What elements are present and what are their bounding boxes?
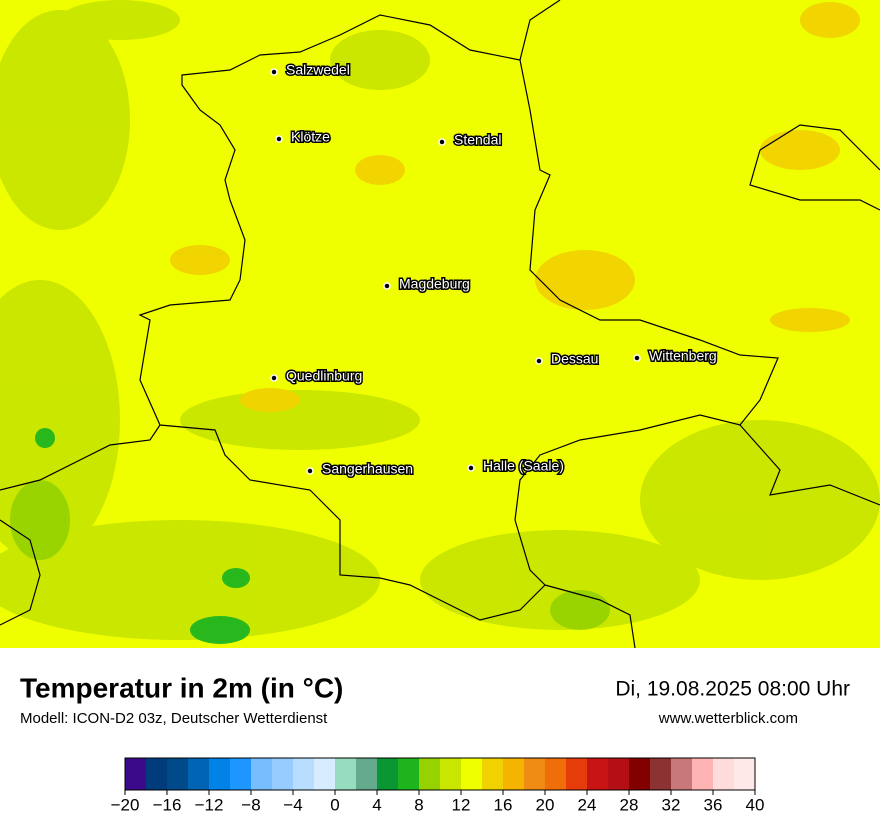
city-label: Stendal (454, 132, 501, 148)
colorbar-tick-label: 40 (746, 795, 765, 814)
title: Temperatur in 2m (in °C) (20, 672, 343, 703)
colorbar-segment (734, 758, 756, 790)
colorbar-segment (671, 758, 693, 790)
city-dot (270, 68, 278, 76)
colorbar-segment (251, 758, 273, 790)
colorbar-segment (545, 758, 567, 790)
city-dot (275, 135, 283, 143)
colorbar-segment (125, 758, 147, 790)
city-dot (633, 354, 641, 362)
colorbar-segment (167, 758, 189, 790)
colorbar-segment (503, 758, 525, 790)
date: Di, 19.08.2025 08:00 Uhr (615, 678, 850, 701)
colorbar-segment (272, 758, 294, 790)
city-dot (270, 374, 278, 382)
colorbar-tick-label: 36 (704, 795, 723, 814)
colorbar-segment (692, 758, 714, 790)
colorbar-tick-label: 0 (330, 795, 339, 814)
city-dot (438, 138, 446, 146)
colorbar-segment (293, 758, 315, 790)
colorbar-segment (650, 758, 672, 790)
colorbar-segment (335, 758, 357, 790)
city-label: Salzwedel (286, 62, 350, 78)
colorbar-tick-label: 4 (372, 795, 381, 814)
colorbar-tick-label: 16 (494, 795, 513, 814)
colorbar-frame (124, 757, 756, 791)
colorbar-segment (566, 758, 588, 790)
colorbar-segment (629, 758, 651, 790)
colorbar-segment (482, 758, 504, 790)
city-label: Klötze (291, 129, 330, 145)
city-label: Sangerhausen (322, 461, 413, 477)
colorbar-segment (419, 758, 441, 790)
borders (0, 0, 880, 649)
colorbar-segment (230, 758, 252, 790)
website: www.wetterblick.com (658, 710, 798, 727)
city-dot (535, 357, 543, 365)
city-label: Dessau (551, 351, 598, 367)
city-dot (383, 282, 391, 290)
city-dot (467, 464, 475, 472)
city-label: Quedlinburg (286, 368, 362, 384)
colorbar-segment (524, 758, 546, 790)
city-labels: Salzwedel Klötze Stendal Magdeburg Dessau Wit… (270, 60, 718, 478)
colorbar-segment (713, 758, 735, 790)
city-label: Magdeburg (399, 276, 470, 292)
colorbar-tick-label: 24 (578, 795, 597, 814)
colorbar-segment (209, 758, 231, 790)
colorbar-tick-label: 20 (536, 795, 555, 814)
colorbar-segment (608, 758, 630, 790)
colorbar-tick-label: 8 (414, 795, 423, 814)
colorbar-tick-label: −8 (241, 795, 260, 814)
colorbar-segment (461, 758, 483, 790)
colorbar-tick-label: −16 (153, 795, 182, 814)
colorbar-segment (356, 758, 378, 790)
colorbar-segment (146, 758, 168, 790)
colorbar-segment (440, 758, 462, 790)
temperature-field (0, 0, 880, 644)
colorbar-tick-label: −4 (283, 795, 302, 814)
colorbar-segment (398, 758, 420, 790)
city-dot (306, 467, 314, 475)
colorbar-tick-label: 12 (452, 795, 471, 814)
colorbar-segment (188, 758, 210, 790)
city-label: Wittenberg (649, 348, 717, 364)
colorbar-segment (377, 758, 399, 790)
colorbar-tick-label: −12 (195, 795, 224, 814)
colorbar-tick-label: 28 (620, 795, 639, 814)
colorbar-segment (314, 758, 336, 790)
colorbar-tick-label: 32 (662, 795, 681, 814)
colorbar-tick-label: −20 (111, 795, 140, 814)
city-label: Halle (Saale) (483, 458, 564, 474)
subtitle: Modell: ICON-D2 03z, Deutscher Wetterdie… (20, 710, 328, 727)
colorbar-segment (587, 758, 609, 790)
colorbar: −20 −16 −12 −8 −4 0 4 8 12 16 20 24 28 32 36 40 (111, 757, 765, 814)
